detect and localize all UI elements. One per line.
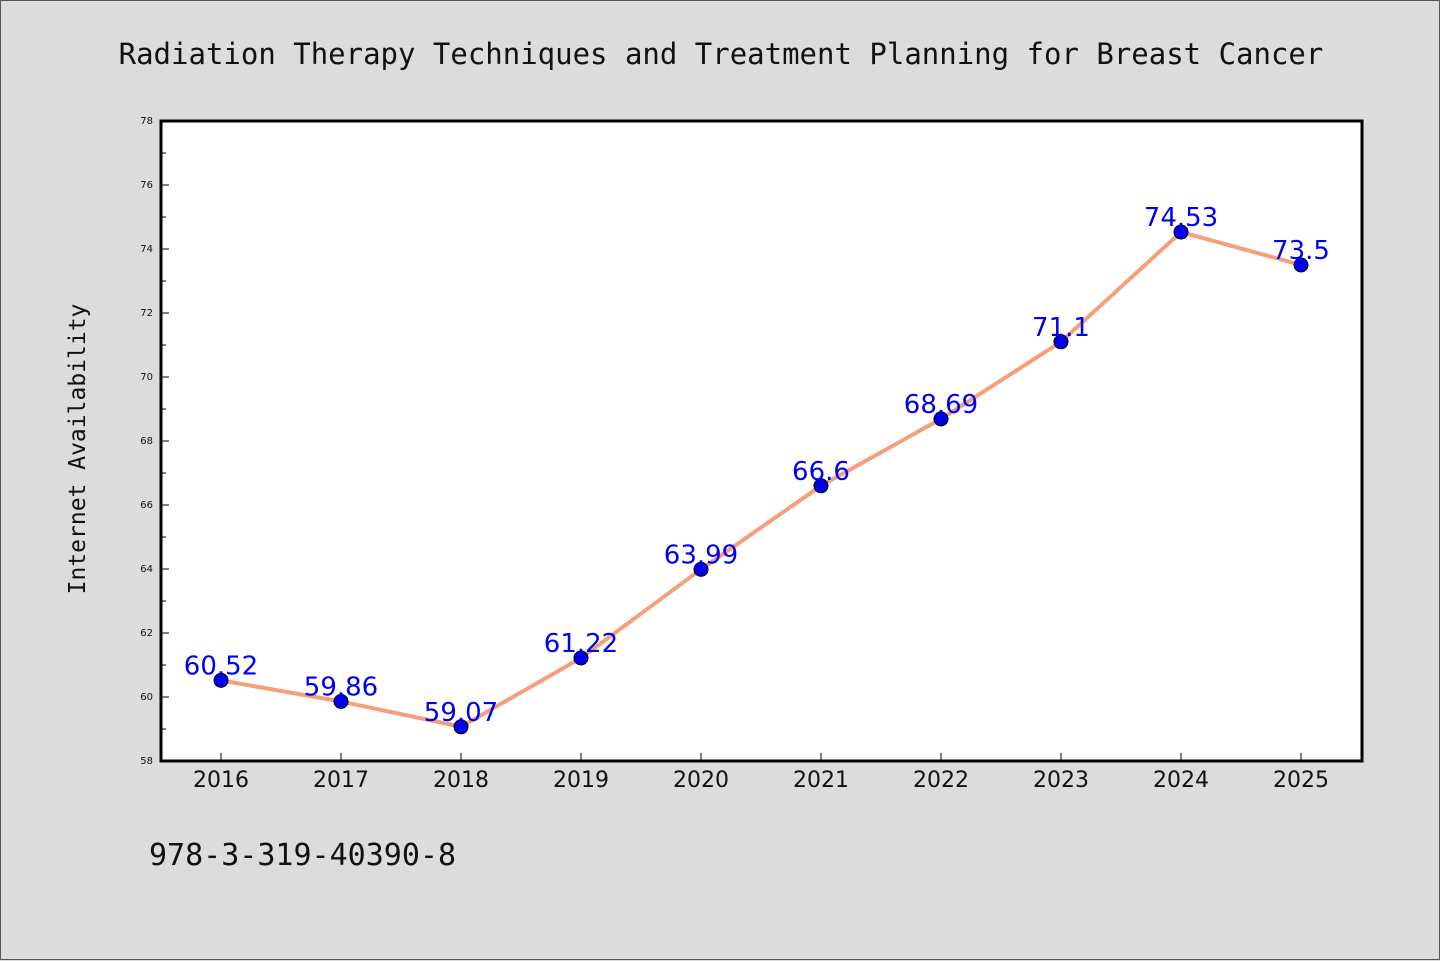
y-tick-label-66: 66 [140,500,153,511]
data-label-2021: 66.6 [792,457,850,487]
y-tick-label-68: 68 [140,436,153,447]
data-label-2018: 59.07 [424,698,498,728]
data-point-2020 [693,561,709,577]
data-label-2023: 71.1 [1032,313,1090,343]
data-labels: 60.52 59.86 59.07 61.22 63.99 66.6 68.69 71.1 74… [184,203,1330,728]
x-axis-ticks: 2016 2017 2018 2019 2020 2021 2022 2023 2024 2025 [193,753,1329,793]
x-tick-label-2024: 2024 [1153,768,1209,793]
x-tick-label-2019: 2019 [553,768,609,793]
x-tick-label-2017: 2017 [313,768,369,793]
data-point-2025 [1293,257,1309,273]
series-polyline [220,230,1302,729]
x-tick-label-2018: 2018 [433,768,489,793]
data-label-2024: 74.53 [1144,203,1218,233]
y-tick-label-74: 74 [140,244,153,255]
x-tick-label-2016: 2016 [193,768,249,793]
data-label-2017: 59.86 [304,672,378,702]
data-label-2019: 61.22 [544,629,618,659]
data-label-2022: 68.69 [904,390,978,420]
y-axis-ticks: 58 60 62 64 66 68 70 72 74 76 78 [140,116,169,767]
data-point-2021 [813,478,829,494]
data-point-2022 [933,411,949,427]
x-tick-label-2022: 2022 [913,768,969,793]
x-tick-label-2020: 2020 [673,768,729,793]
data-label-2020: 63.99 [664,540,738,570]
series-line [220,230,1302,729]
data-point-2016 [213,672,229,688]
data-point-2019 [573,650,589,666]
data-point-2023 [1053,334,1069,350]
chart-title: Radiation Therapy Techniques and Treatme… [119,37,1324,71]
data-point-2024 [1173,224,1189,240]
y-tick-label-70: 70 [140,372,153,383]
x-tick-label-2025: 2025 [1273,768,1329,793]
data-point-2017 [333,693,349,709]
y-tick-label-62: 62 [140,628,153,639]
y-tick-label-72: 72 [140,308,153,319]
data-label-2025: 73.5 [1272,236,1330,266]
y-tick-label-60: 60 [140,692,153,703]
y-tick-label-78: 78 [140,116,153,127]
x-tick-label-2021: 2021 [793,768,849,793]
y-tick-label-76: 76 [140,180,153,191]
y-tick-label-58: 58 [140,756,153,767]
data-label-2016: 60.52 [184,651,258,681]
x-tick-label-2023: 2023 [1033,768,1089,793]
plot-area [159,119,1364,763]
data-point-2018 [453,719,469,735]
y-tick-label-64: 64 [140,564,153,575]
y-axis-label: Internet Availability [65,304,91,595]
data-markers [213,224,1309,735]
footer-isbn: 978-3-319-40390-8 [149,838,456,873]
